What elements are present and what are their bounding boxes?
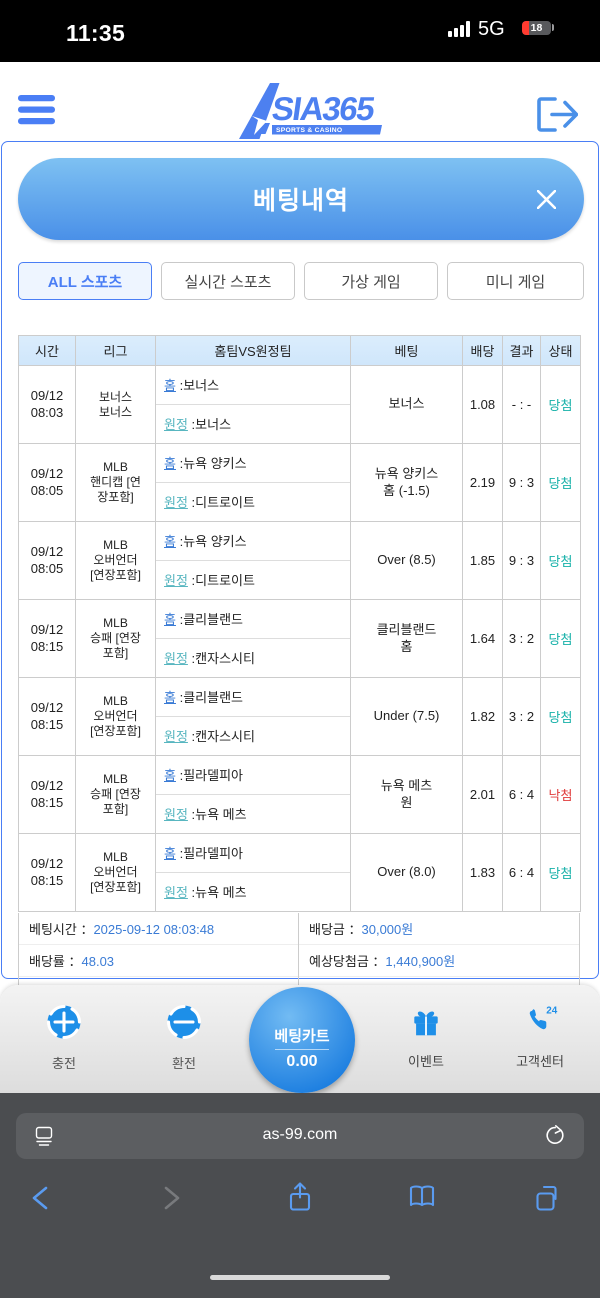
svg-text:24: 24: [546, 1006, 557, 1017]
svg-text:SIA365: SIA365: [270, 91, 377, 128]
svg-text:SPORTS & CASINO: SPORTS & CASINO: [276, 127, 342, 134]
